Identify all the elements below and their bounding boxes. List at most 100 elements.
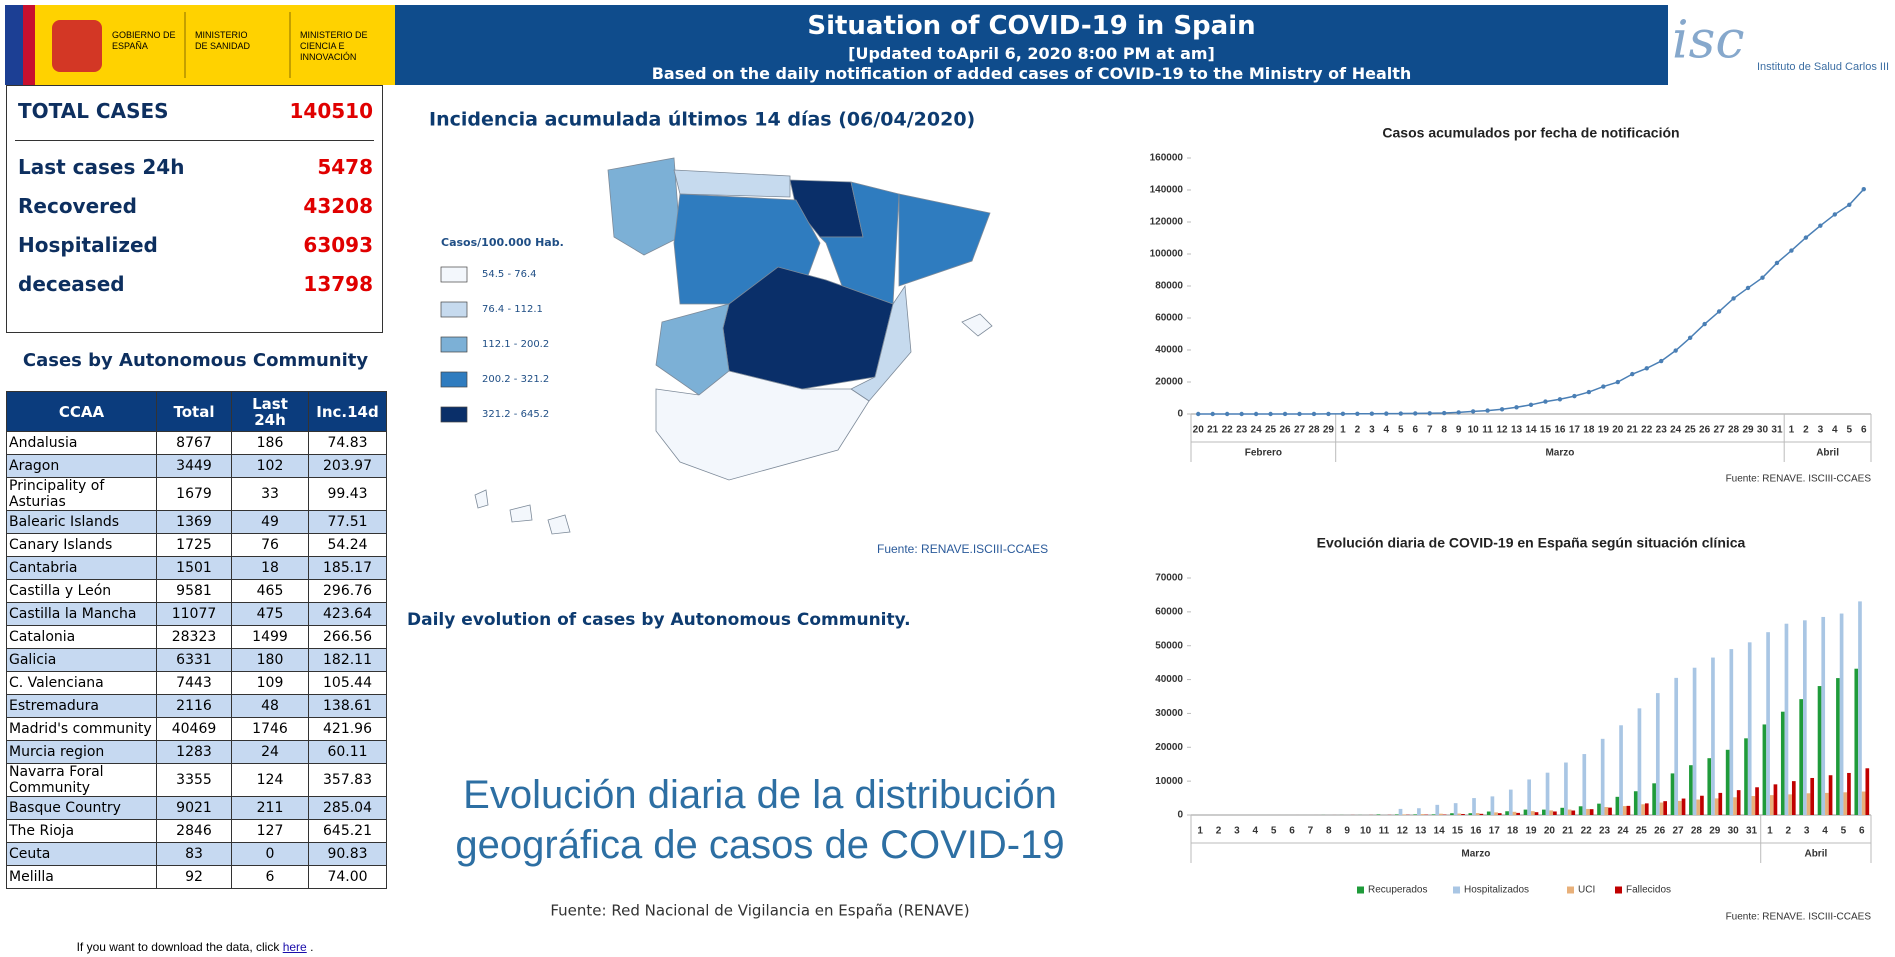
- point: [1687, 335, 1693, 341]
- bar: [1836, 678, 1840, 815]
- point: [1572, 393, 1577, 399]
- cell-name: Castilla la Mancha: [6, 602, 157, 626]
- point: [1861, 186, 1866, 192]
- bar: [1681, 798, 1686, 815]
- x-tick-label: 28: [1308, 425, 1320, 436]
- bar: [1847, 772, 1851, 815]
- y-tick-label: 0: [1177, 810, 1183, 821]
- point: [1774, 260, 1780, 266]
- cell-number: 423.64: [308, 602, 387, 626]
- x-tick-label: 3: [1369, 425, 1375, 436]
- table-row: Madrid's community 40469 1746 421.96: [6, 717, 387, 741]
- cell-number: 127: [231, 819, 309, 843]
- region: [961, 313, 993, 337]
- bar: [1655, 693, 1660, 815]
- coat-of-arms: [52, 20, 102, 72]
- table-row: Aragon 3449 102 203.97: [6, 454, 387, 478]
- logo-gov-box: GOBIERNO DE ESPAÑA: [112, 30, 176, 51]
- table-row: Canary Islands 1725 76 54.24: [6, 533, 387, 557]
- cell-number: 74.00: [308, 865, 387, 889]
- cell-number: 0: [231, 842, 309, 866]
- logo-health: MINISTERIO DE SANIDAD: [195, 30, 251, 51]
- stat-value: 13798: [303, 272, 373, 296]
- col-header: Inc.14d: [308, 391, 387, 432]
- download-link[interactable]: here: [282, 940, 307, 954]
- point: [1384, 411, 1389, 416]
- stat-value: 140510: [289, 99, 374, 123]
- x-tick-label: 17: [1569, 425, 1581, 436]
- table-row: Murcia region 1283 24 60.11: [6, 740, 387, 764]
- bar: [1707, 758, 1712, 815]
- point: [1326, 411, 1331, 417]
- chart-source: Fuente: RENAVE. ISCIII-CCAES: [1726, 474, 1872, 485]
- x-tick-label: 10: [1360, 826, 1372, 837]
- footer: If you want to download the data, click …: [0, 940, 390, 954]
- legend-label: 76.4 - 112.1: [482, 304, 543, 315]
- point: [1673, 348, 1678, 353]
- bar: [1858, 601, 1862, 815]
- bar: [1659, 802, 1664, 815]
- y-tick-label: 30000: [1155, 708, 1183, 719]
- bar: [1545, 772, 1550, 815]
- bar: [1839, 613, 1844, 815]
- bar: [1711, 657, 1715, 815]
- cell-name: Balearic Islands: [6, 510, 157, 534]
- point: [1427, 411, 1432, 416]
- bar: [1597, 803, 1601, 815]
- x-tick-label: 2: [1803, 425, 1809, 436]
- legend-swatch: [1453, 886, 1460, 894]
- bar: [1700, 795, 1704, 815]
- x-tick-label: 25: [1685, 425, 1697, 436]
- point: [1224, 411, 1230, 417]
- x-tick-label: 20: [1612, 425, 1624, 436]
- bar: [1523, 809, 1528, 815]
- bar: [1453, 803, 1458, 815]
- cell-name: Castilla y León: [6, 579, 157, 603]
- point: [1239, 411, 1244, 417]
- y-tick-label: 120000: [1150, 217, 1184, 228]
- chart-source: Fuente: RENAVE. ISCIII-CCAES: [1726, 912, 1872, 923]
- bar: [1508, 789, 1513, 815]
- legend-label: 54.5 - 76.4: [482, 269, 537, 280]
- x-tick-label: 7: [1308, 826, 1314, 837]
- x-tick-label: 18: [1507, 826, 1519, 837]
- bar: [1626, 805, 1631, 815]
- bar: [1571, 810, 1576, 815]
- x-tick-label: 4: [1832, 425, 1838, 436]
- cell-number: 74.83: [308, 431, 387, 455]
- y-tick-label: 40000: [1155, 345, 1183, 356]
- cell-number: 124: [231, 763, 309, 797]
- x-tick-label: 2: [1355, 425, 1361, 436]
- stat-label: Last cases 24h: [18, 155, 185, 179]
- table-row: The Rioja 2846 127 645.21: [6, 819, 387, 843]
- cell-number: 18: [231, 556, 309, 580]
- cell-number: 357.83: [308, 763, 387, 797]
- bar: [1490, 796, 1495, 815]
- bar: [1641, 804, 1645, 815]
- bar: [1803, 620, 1807, 815]
- bar: [1622, 806, 1627, 815]
- bar: [1762, 724, 1767, 815]
- col-header: CCAA: [6, 391, 157, 432]
- isciii-mark: isc: [1672, 11, 1744, 71]
- x-tick-label: 14: [1434, 826, 1446, 837]
- x-tick-label: 6: [1859, 826, 1865, 837]
- cell-number: 99.43: [308, 477, 387, 511]
- cell-name: C. Valenciana: [6, 671, 157, 695]
- footer-text: If you want to download the data, click: [76, 940, 280, 954]
- x-tick-label: 26: [1279, 425, 1291, 436]
- y-tick-label: 0: [1177, 409, 1183, 420]
- x-tick-label: 5: [1271, 826, 1277, 837]
- x-tick-label: 21: [1207, 425, 1219, 436]
- bar: [1398, 808, 1403, 815]
- legend-swatch: [440, 301, 468, 318]
- x-tick-label: 1: [1767, 826, 1773, 837]
- x-tick-label: 25: [1636, 826, 1648, 837]
- legend-label: 321.2 - 645.2: [482, 409, 549, 420]
- bar: [1505, 811, 1509, 815]
- region: [547, 514, 571, 535]
- subtitle: Based on the daily notification of added…: [651, 64, 1412, 83]
- bar: [1431, 814, 1436, 815]
- cell-number: 24: [231, 740, 309, 764]
- cell-number: 1499: [231, 625, 309, 649]
